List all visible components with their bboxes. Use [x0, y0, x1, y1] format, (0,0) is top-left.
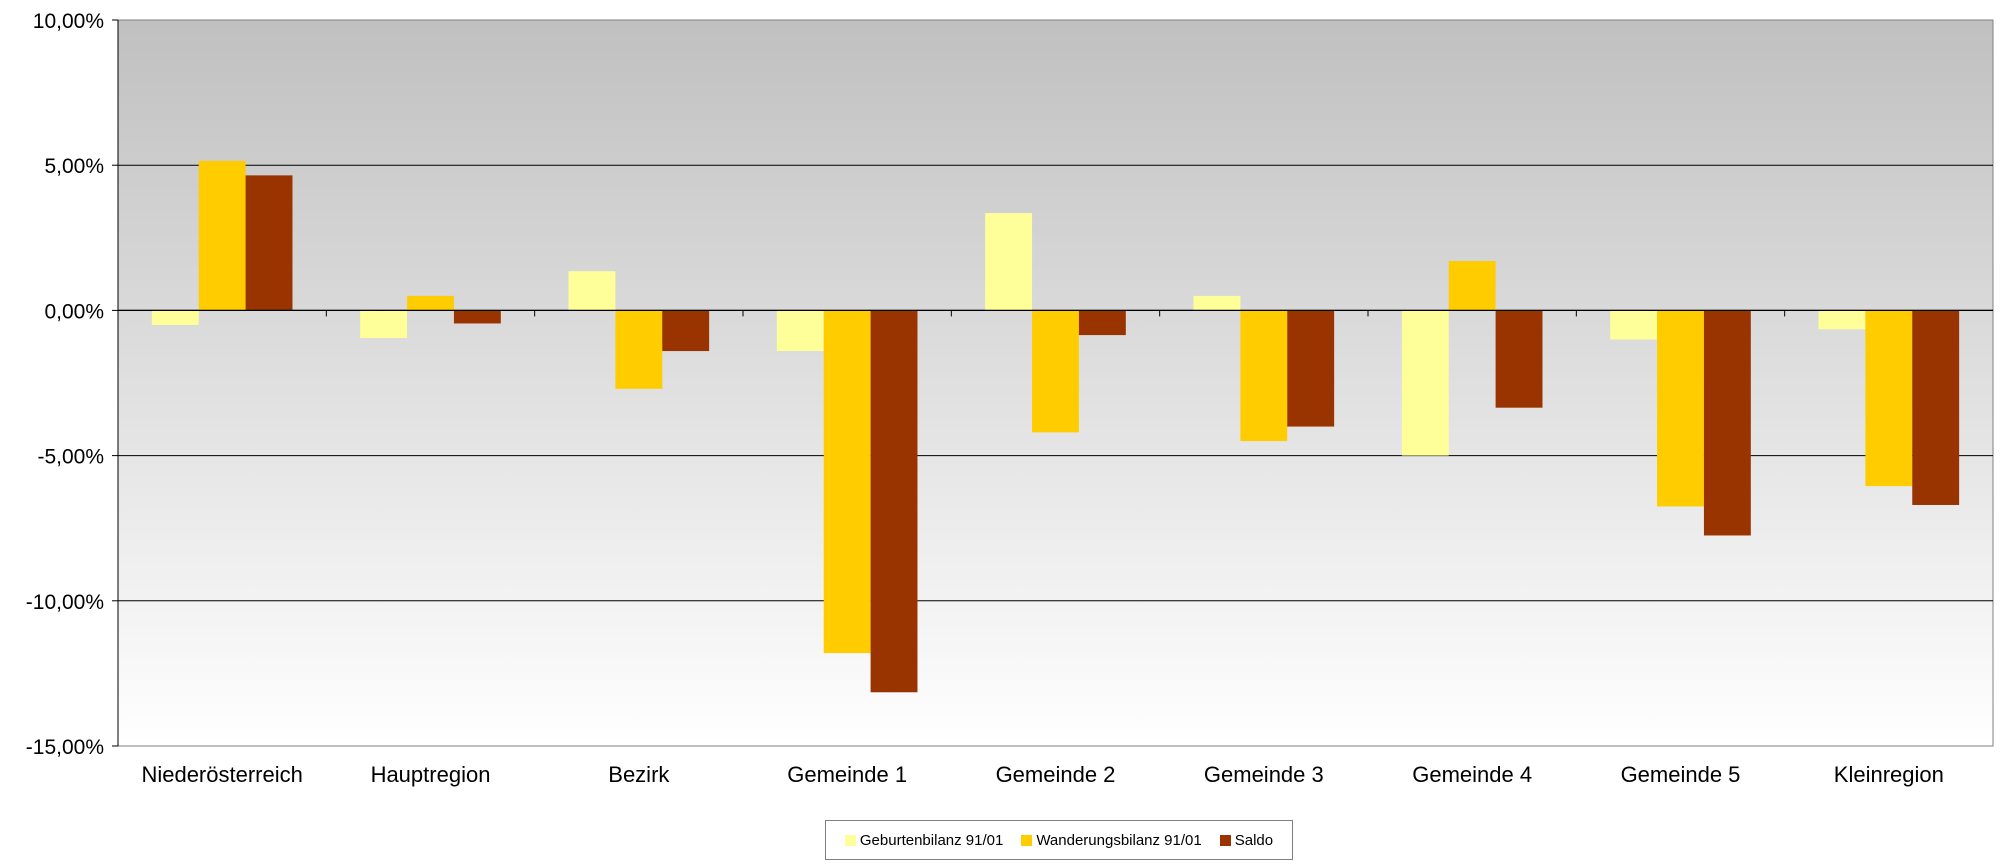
legend-swatch	[1021, 834, 1033, 846]
bar-saldo-2	[662, 310, 710, 352]
y-tick-label: 5,00%	[44, 155, 104, 178]
x-tick-label: Kleinregion	[1834, 762, 1944, 787]
bar-geburtenbilanz-91-01-3	[776, 310, 824, 352]
y-tick-label: 10,00%	[33, 10, 104, 33]
y-tick-label: -5,00%	[37, 446, 104, 469]
bar-saldo-7	[1703, 310, 1751, 536]
x-tick-label: Gemeinde 3	[1204, 762, 1324, 787]
bar-geburtenbilanz-91-01-0	[151, 310, 199, 325]
x-tick-labels: Niederösterreich Hauptregion Bezirk Gemeind…	[141, 762, 1943, 787]
bar-geburtenbilanz-91-01-1	[360, 310, 408, 338]
legend-label: Saldo	[1234, 831, 1274, 849]
bar-wanderungsbilanz-91-01-1	[407, 295, 454, 311]
bar-saldo-3	[870, 310, 918, 693]
legend-swatch	[1219, 834, 1231, 846]
bar-geburtenbilanz-91-01-6	[1401, 310, 1449, 456]
x-tick-label: Niederösterreich	[141, 762, 302, 787]
bar-saldo-5	[1287, 310, 1335, 427]
bar-wanderungsbilanz-91-01-2	[615, 310, 663, 389]
legend-label: Geburtenbilanz 91/01	[859, 831, 1004, 849]
x-tick-label: Gemeinde 2	[996, 762, 1116, 787]
legend-item: Geburtenbilanz 91/01	[844, 831, 1004, 849]
legend-label: Wanderungsbilanz 91/01	[1036, 831, 1202, 849]
y-tick-label: -10,00%	[26, 591, 104, 614]
bar-geburtenbilanz-91-01-5	[1193, 295, 1241, 311]
bar-wanderungsbilanz-91-01-5	[1240, 310, 1288, 442]
legend-item: Saldo	[1219, 831, 1274, 849]
bars	[151, 160, 1960, 693]
bar-geburtenbilanz-91-01-7	[1610, 310, 1658, 340]
legend: Geburtenbilanz 91/01 Wanderungsbilanz 91/…	[825, 820, 1293, 860]
legend-swatch	[844, 834, 856, 846]
y-tick-labels: 10,00% 5,00% 0,00% -5,00% -10,00% -15,00%	[26, 10, 104, 759]
bar-saldo-0	[245, 175, 293, 311]
bar-geburtenbilanz-91-01-4	[985, 213, 1033, 311]
legend-item: Wanderungsbilanz 91/01	[1021, 831, 1202, 849]
bar-wanderungsbilanz-91-01-7	[1657, 310, 1704, 507]
bar-geburtenbilanz-91-01-2	[568, 271, 616, 311]
axes	[117, 20, 1993, 746]
x-tick-label: Gemeinde 5	[1621, 762, 1741, 787]
bar-wanderungsbilanz-91-01-6	[1448, 261, 1496, 311]
bar-saldo-6	[1495, 310, 1543, 408]
bar-geburtenbilanz-91-01-8	[1818, 310, 1866, 330]
bar-wanderungsbilanz-91-01-4	[1032, 310, 1079, 433]
bar-wanderungsbilanz-91-01-0	[198, 160, 246, 311]
bar-wanderungsbilanz-91-01-8	[1865, 310, 1913, 487]
x-tick-label: Bezirk	[608, 762, 670, 787]
y-tick-label: -15,00%	[26, 736, 104, 759]
x-tick-label: Gemeinde 1	[787, 762, 907, 787]
bar-saldo-1	[453, 310, 501, 324]
bar-wanderungsbilanz-91-01-3	[823, 310, 871, 654]
bar-saldo-4	[1078, 310, 1126, 336]
y-tick-label: 0,00%	[44, 300, 104, 323]
bar-saldo-8	[1912, 310, 1960, 505]
x-tick-label: Hauptregion	[371, 762, 491, 787]
x-tick-label: Gemeinde 4	[1412, 762, 1532, 787]
